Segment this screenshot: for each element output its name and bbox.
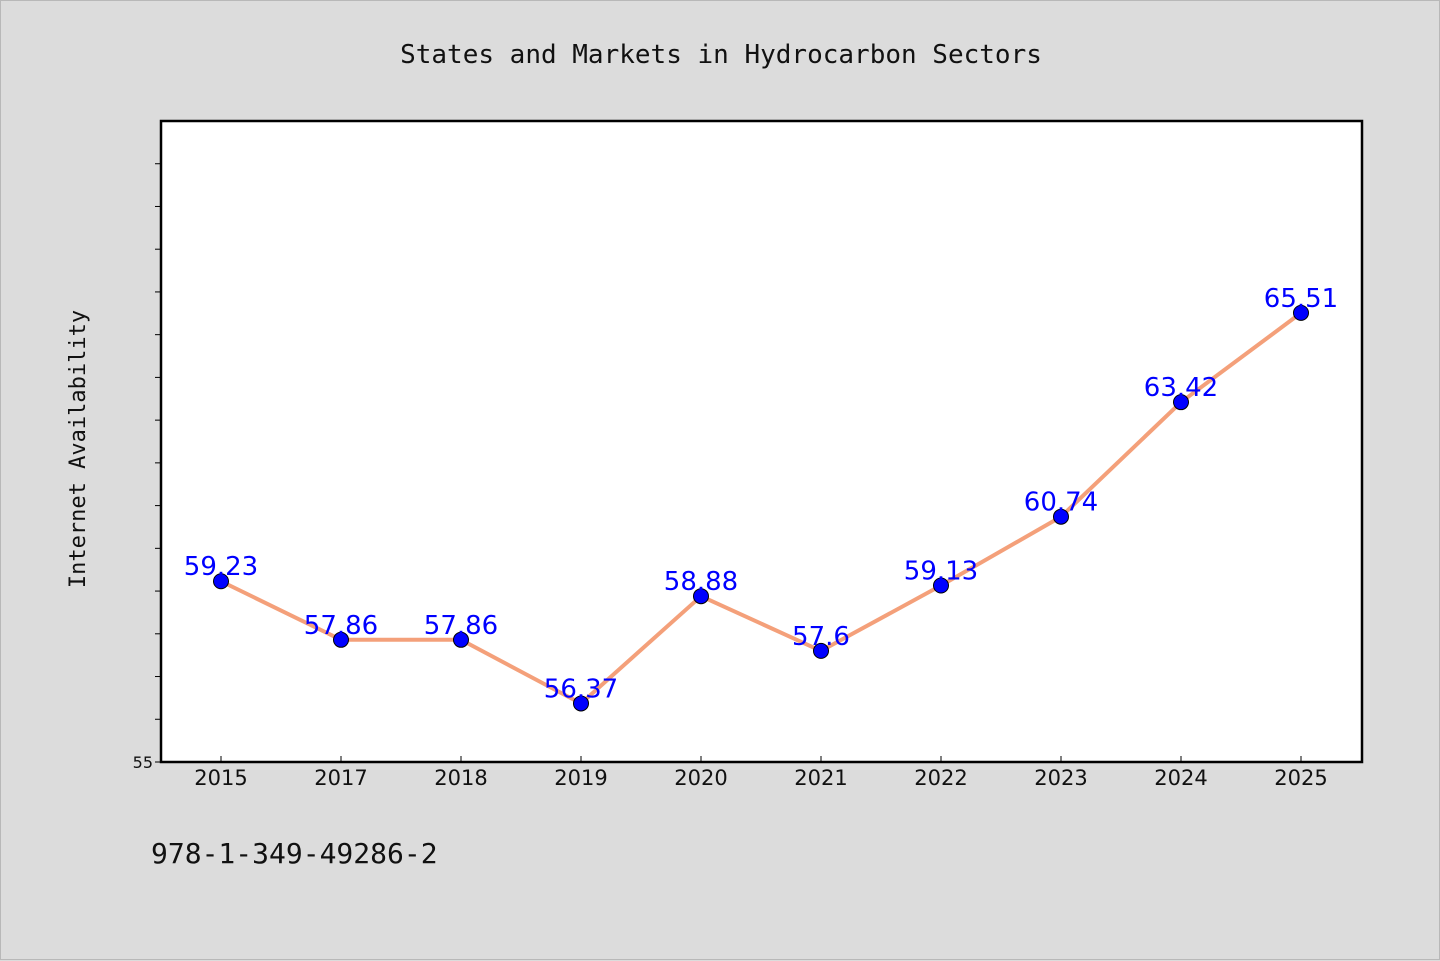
data-label: 57.86	[304, 611, 378, 641]
data-label: 59.23	[184, 552, 258, 582]
x-tick-label: 2020	[674, 766, 727, 790]
y-tick-label: 55	[133, 753, 153, 772]
chart-title: States and Markets in Hydrocarbon Sector…	[400, 40, 1042, 70]
data-point	[1053, 508, 1069, 525]
x-tick-label: 2017	[314, 766, 367, 790]
data-point	[213, 573, 229, 590]
data-point	[693, 588, 709, 605]
data-point	[1293, 304, 1309, 321]
data-point	[933, 577, 949, 594]
y-axis-label: Internet Availability	[66, 310, 91, 588]
x-tick-label: 2022	[914, 766, 967, 790]
data-label: 65.51	[1264, 284, 1338, 314]
data-label: 57.86	[424, 611, 498, 641]
x-tick-label: 2015	[194, 766, 247, 790]
data-point	[1173, 394, 1189, 411]
series-layer: 59.23 57.86 57.86 56.37 58.88 57.6 59.13 60.74 6…	[184, 284, 1338, 712]
data-label: 60.74	[1024, 488, 1098, 518]
y-axis-ticks: 55	[133, 163, 161, 772]
data-point	[453, 631, 469, 648]
data-label: 63.42	[1144, 373, 1218, 403]
series-line	[220, 311, 1303, 706]
data-label: 59.13	[904, 557, 978, 587]
x-tick-label: 2023	[1034, 766, 1087, 790]
data-label: 56.37	[544, 674, 618, 704]
x-axis-ticks: 2015 2017 2018 2019 2020 2021 2022 2023 2024 2025	[194, 756, 1328, 790]
data-point	[333, 631, 349, 648]
data-label: 57.6	[792, 622, 850, 652]
plot-area	[159, 119, 1364, 764]
data-label: 58.88	[664, 567, 738, 597]
isbn-footer: 978-1-349-49286-2	[151, 837, 438, 870]
data-point	[573, 695, 589, 712]
x-tick-label: 2019	[554, 766, 607, 790]
x-tick-label: 2018	[434, 766, 487, 790]
data-point	[813, 642, 829, 659]
x-tick-label: 2021	[794, 766, 847, 790]
x-tick-label: 2025	[1274, 766, 1327, 790]
x-tick-label: 2024	[1154, 766, 1207, 790]
